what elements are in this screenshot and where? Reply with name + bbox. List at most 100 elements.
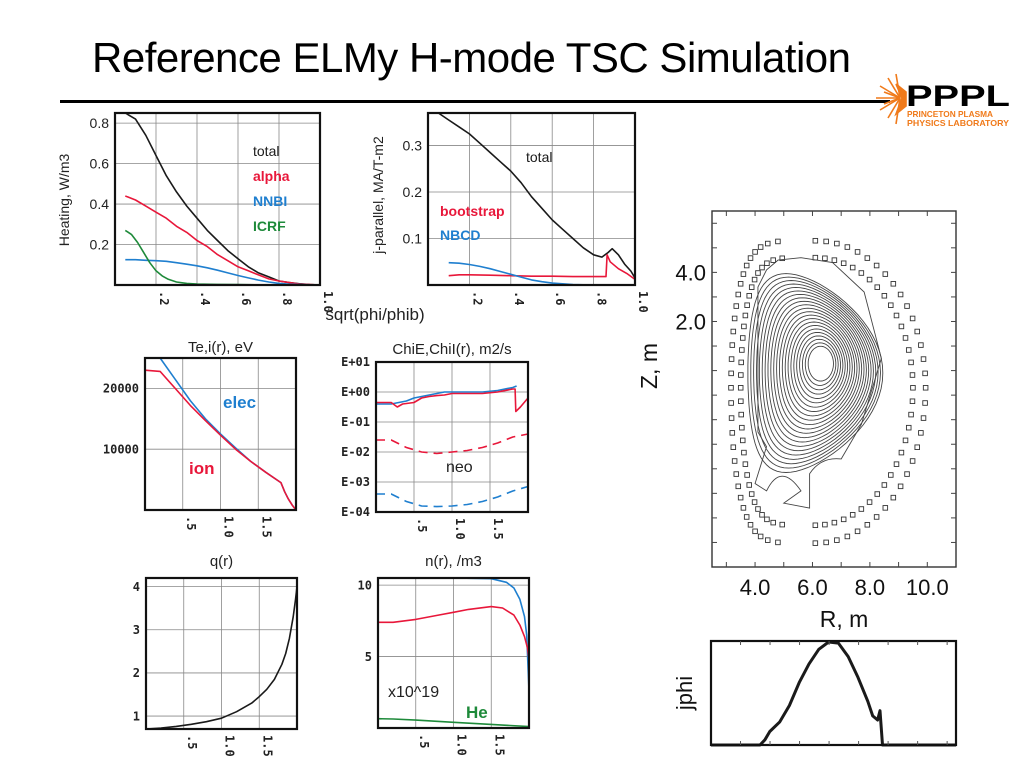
separatrix [754, 257, 882, 509]
x-tick-label: .5 [185, 735, 199, 749]
vessel-segment-inner [764, 516, 770, 523]
flux-surface [756, 283, 877, 460]
y-axis-label: j-parallel, MA/T-m2 [370, 136, 386, 255]
x-tick-label: .5 [415, 518, 429, 532]
vessel-segment-inner [739, 437, 746, 444]
flux-surface [807, 345, 834, 382]
y-axis-label: Heating, W/m3 [56, 153, 72, 246]
vessel-segment-outer [897, 291, 904, 298]
vessel-segment-outer [729, 342, 736, 348]
vessel-segment-inner [822, 521, 828, 528]
y-tick-label: E+00 [341, 385, 370, 399]
vessel-segment-outer [733, 471, 740, 477]
flux-surface [758, 286, 874, 456]
vessel-segment-inner [881, 482, 888, 488]
vessel-segment-outer [730, 328, 737, 335]
x-tick-label: 4.0 [740, 575, 771, 600]
flux-surface [787, 321, 851, 412]
y-tick-label: 0.2 [403, 184, 423, 200]
vessel-segment-inner [779, 255, 785, 262]
y-tick-label: 10 [358, 578, 372, 592]
legend-ion: ion [189, 459, 215, 478]
vessel-segment-outer [728, 356, 735, 362]
vessel-segment-outer [864, 255, 871, 261]
chart-title: n(r), /m3 [425, 553, 482, 570]
series-chie-neo [376, 485, 529, 508]
vessel-segment-outer [743, 262, 750, 269]
chart-title: q(r) [210, 553, 233, 570]
series-ne [378, 577, 530, 691]
x-tick-label: .4 [512, 291, 526, 305]
vessel-segment-inner [908, 411, 914, 418]
vessel-segment-outer [844, 533, 851, 540]
vessel-segment-inner [909, 372, 916, 378]
vessel-segment-outer [737, 281, 744, 287]
flux-surface [773, 304, 863, 434]
plot-frame [374, 360, 530, 514]
series-chie [376, 385, 517, 405]
logo-text: PPPL [906, 80, 1010, 113]
series-bootstrap [448, 254, 636, 281]
vessel-segment-inner [755, 506, 761, 512]
vessel-segment-outer [922, 385, 929, 391]
vessel-segment-inner [858, 506, 865, 512]
chi-chart: E-04 E-03 E-02 E-01 E+00 E+01 .5 1.0 1.5 ChiE,Chi… [341, 341, 530, 540]
jparallel-chart: 0.1 0.2 0.3 .2 .4 .6 .8 1.0 j-parallel, MA/T-m2 t… [325, 111, 650, 324]
x-tick-label: .8 [280, 291, 294, 305]
plot-frame [709, 639, 958, 747]
vessel-segment-outer [757, 533, 764, 540]
x-tick-label: .6 [239, 291, 253, 305]
vessel-segment-inner [840, 516, 847, 523]
vessel-segment-outer [890, 494, 897, 501]
flux-surface [761, 290, 872, 452]
vessel-segment-outer [757, 244, 764, 250]
legend-bootstrap: bootstrap [440, 203, 505, 219]
x-axis-label: sqrt(phi/phib) [325, 305, 424, 324]
vessel-segment-outer [882, 505, 889, 511]
vessel-segment-outer [731, 315, 738, 322]
flux-surface [804, 342, 837, 386]
vessel-segment-outer [764, 240, 771, 247]
x-tick-label: 6.0 [797, 575, 828, 600]
plot-frame [376, 576, 531, 730]
x-tick-label: 1.0 [222, 516, 236, 538]
vessel-segment-outer [897, 483, 904, 490]
vessel-segment-inner [779, 521, 785, 528]
y-tick-label: 0.6 [90, 155, 110, 171]
y-tick-label: E-02 [341, 445, 370, 459]
jphi-chart: jphi [672, 639, 958, 747]
vessel-segment-inner [751, 499, 758, 505]
vessel-segment-inner [849, 264, 856, 271]
x-tick-label: 1.0 [455, 734, 469, 756]
vessel-segment-outer [873, 514, 880, 520]
vessel-segment-outer [740, 505, 747, 511]
vessel-segment-inner [759, 512, 765, 518]
y-tick-label: 0.4 [90, 196, 110, 212]
series-chii-neo [376, 433, 529, 455]
chart-title: ChiE,ChiI(r), m2/s [392, 341, 511, 358]
y-tick-label: E-01 [341, 415, 370, 429]
vessel-segment-inner [812, 522, 819, 529]
series-ion [144, 369, 297, 511]
vessel-segment-outer [854, 528, 861, 535]
vessel-segment-inner [741, 449, 747, 456]
vessel-segment-inner [764, 260, 770, 267]
series-he [377, 717, 530, 728]
vessel-segment-outer [775, 238, 781, 245]
flux-surface [784, 318, 853, 417]
legend-nbcd: NBCD [440, 227, 480, 243]
y-tick-label: 0.1 [403, 230, 423, 246]
x-tick-label: .4 [198, 291, 212, 305]
vessel-segment-outer [904, 303, 910, 309]
y-tick-label: 0.2 [90, 236, 110, 252]
vessel-segment-inner [866, 499, 873, 505]
vessel-segment-inner [737, 385, 744, 391]
x-tick-label: .6 [553, 291, 567, 305]
annotation-neo: neo [446, 459, 473, 476]
y-tick-label: 2.0 [675, 309, 706, 334]
density-chart: 5 10 .5 1.0 1.5 n(r), /m3 x10^19 He [358, 553, 531, 756]
vessel-segment-inner [910, 385, 916, 391]
vessel-segment-inner [874, 491, 881, 497]
vessel-segment-outer [823, 238, 829, 245]
